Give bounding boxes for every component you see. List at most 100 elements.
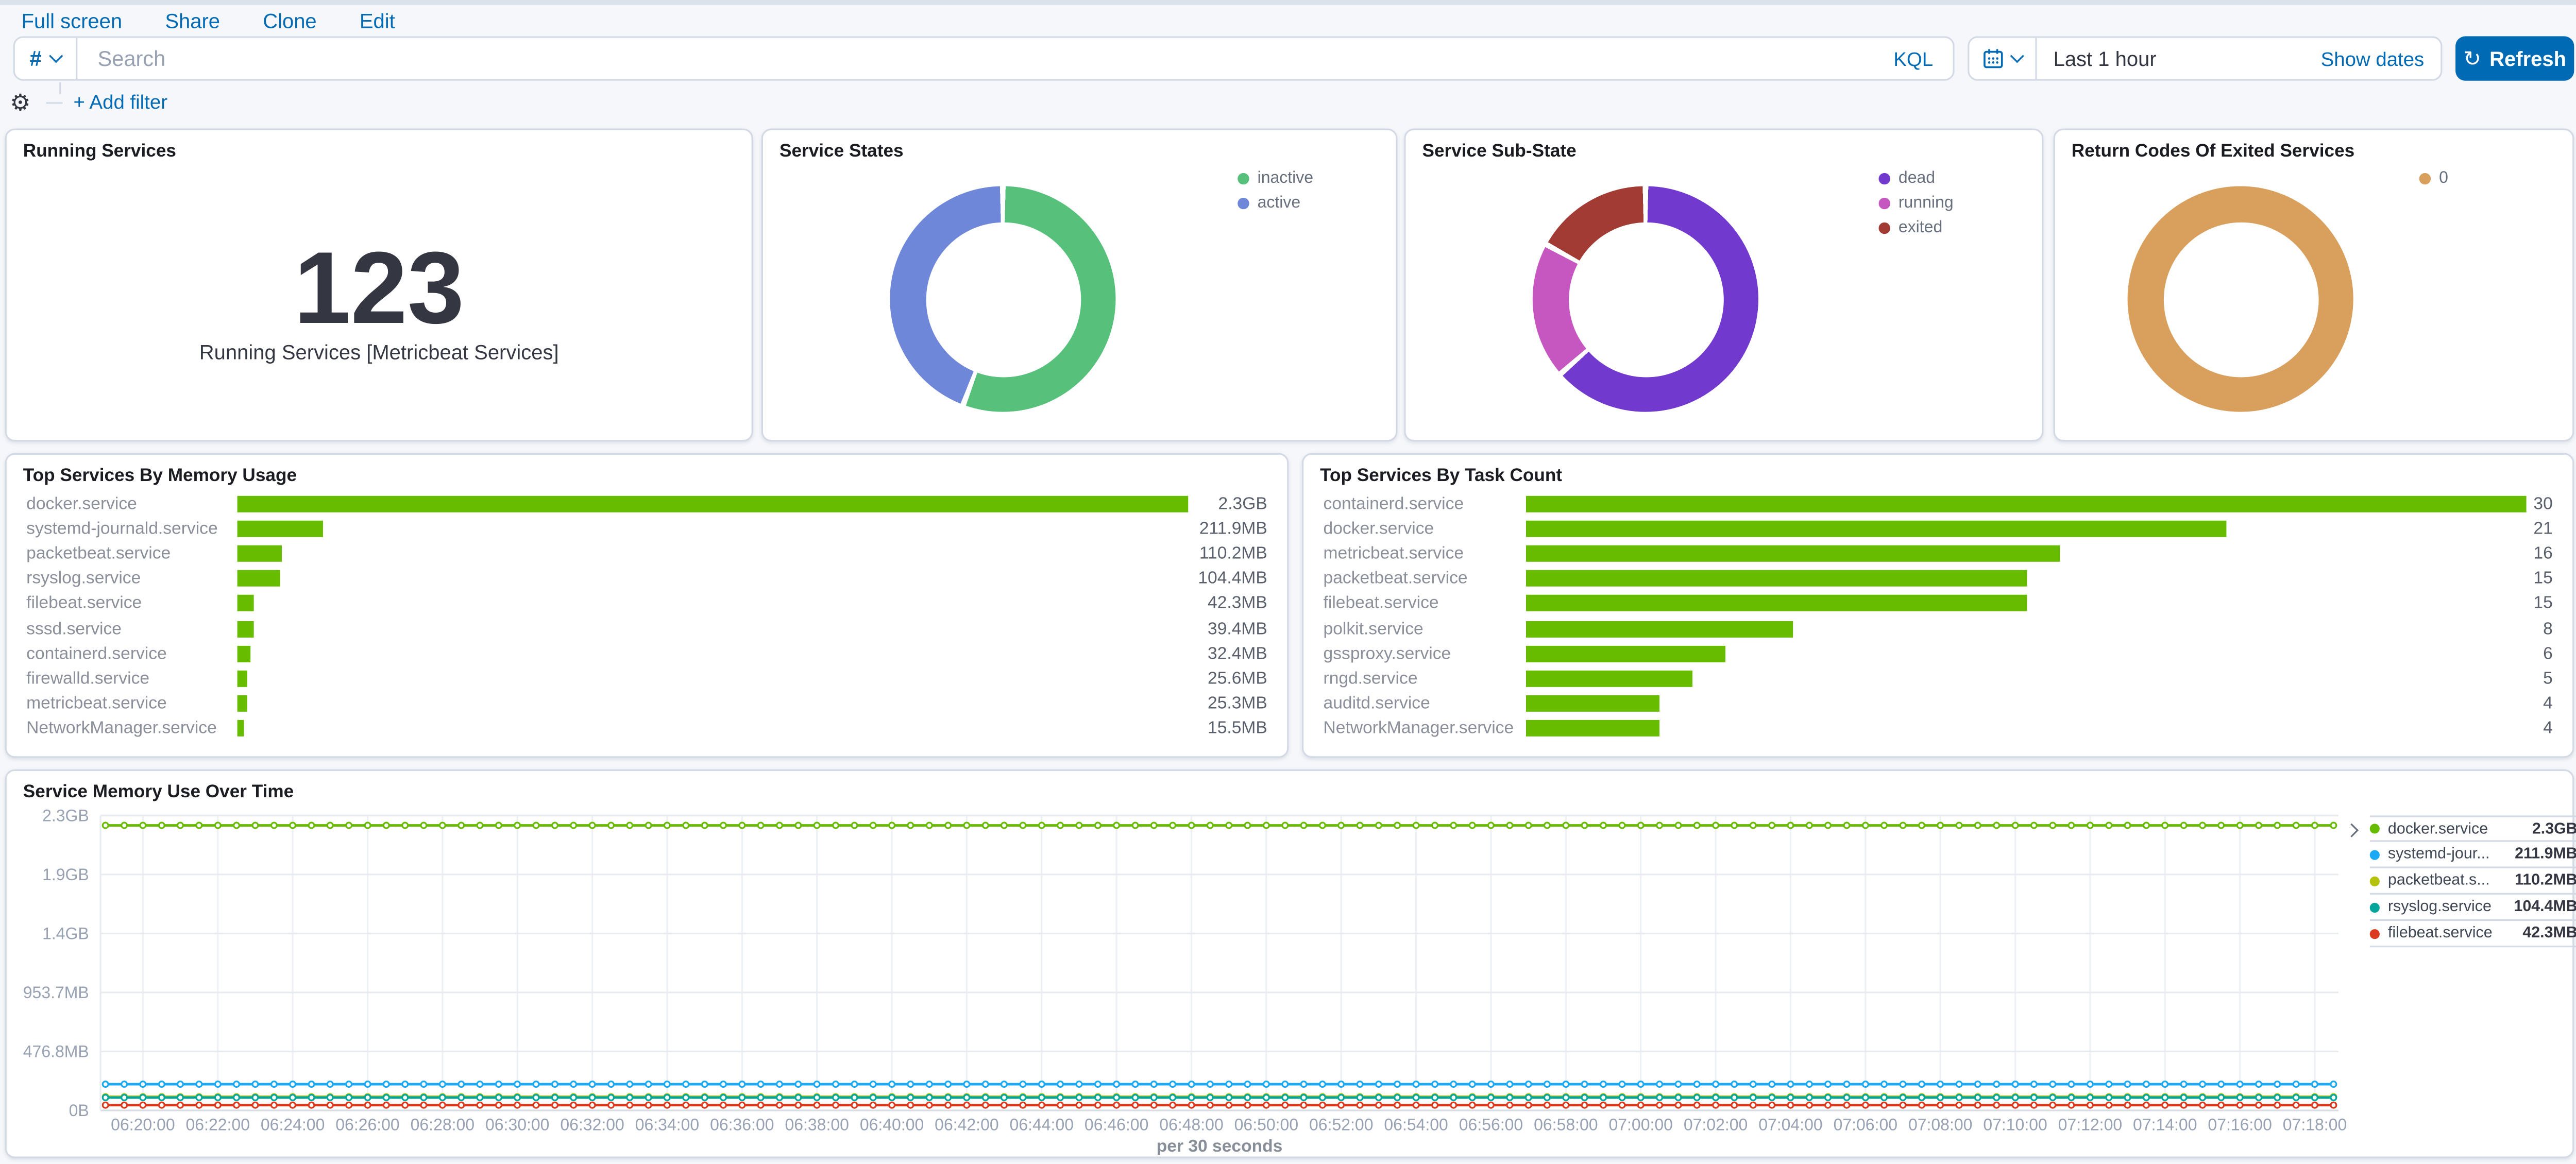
bar-row: gssproxy.service 6 <box>1324 641 2553 666</box>
svg-text:07:16:00: 07:16:00 <box>2208 1115 2272 1134</box>
service-sub-state-donut[interactable] <box>1532 186 1759 412</box>
legend-item-running[interactable]: running <box>1878 194 1954 213</box>
filter-dash <box>45 101 62 103</box>
legend-label: inactive <box>1257 169 1314 188</box>
gear-icon[interactable]: ⚙ <box>10 89 31 115</box>
bar[interactable] <box>237 670 248 687</box>
legend-item-exited[interactable]: exited <box>1878 219 1954 237</box>
bar-track <box>1526 695 2527 712</box>
bar-row: NetworkManager.service 4 <box>1324 716 2553 741</box>
bar-row: docker.service 2.3GB <box>26 491 1267 516</box>
menu-full-screen[interactable]: Full screen <box>21 10 123 33</box>
time-range-value[interactable]: Last 1 hour <box>2053 47 2157 70</box>
legend-item-dead[interactable]: dead <box>1878 169 1954 188</box>
bar-label: filebeat.service <box>26 593 142 614</box>
legend-value: 211.9MB <box>2515 845 2576 864</box>
bar[interactable] <box>237 695 248 712</box>
panel-service-sub-state: Service Sub-State dead running exited <box>1404 128 2044 442</box>
menu-share[interactable]: Share <box>165 10 221 33</box>
menu-edit[interactable]: Edit <box>359 10 395 33</box>
legend-item[interactable]: filebeat.service 42.3MB <box>2369 921 2576 948</box>
bar[interactable] <box>237 570 280 587</box>
bar-label: NetworkManager.service <box>26 718 217 739</box>
bar[interactable] <box>1526 545 2060 562</box>
legend-value: 2.3GB <box>2532 819 2576 838</box>
panel-title: Top Services By Memory Usage <box>23 466 297 486</box>
service-states-legend: inactive active <box>1238 169 1314 213</box>
return-codes-donut[interactable] <box>2127 186 2353 412</box>
legend-item-0[interactable]: 0 <box>2419 169 2448 188</box>
bar[interactable] <box>1526 570 2026 587</box>
bar-row: containerd.service 30 <box>1324 491 2553 516</box>
legend-item[interactable]: docker.service 2.3GB <box>2369 815 2576 842</box>
date-picker: Last 1 hour Show dates <box>1968 36 2443 81</box>
panel-title: Return Codes Of Exited Services <box>2071 142 2355 162</box>
bar[interactable] <box>1526 670 1693 687</box>
legend-item[interactable]: packetbeat.s... 110.2MB <box>2369 868 2576 895</box>
svg-text:06:48:00: 06:48:00 <box>1159 1115 1223 1134</box>
bar[interactable] <box>237 620 253 637</box>
bar[interactable] <box>237 595 255 612</box>
svg-text:06:32:00: 06:32:00 <box>560 1115 624 1134</box>
bar-label: containerd.service <box>1323 493 1464 513</box>
bar[interactable] <box>1526 620 1793 637</box>
bar[interactable] <box>1526 495 2527 512</box>
bar[interactable] <box>1526 695 1659 712</box>
bar[interactable] <box>1526 720 1659 737</box>
svg-text:07:14:00: 07:14:00 <box>2133 1115 2197 1134</box>
panel-return-codes: Return Codes Of Exited Services 0 <box>2053 128 2574 442</box>
legend-swatch <box>1878 222 1890 234</box>
svg-text:06:22:00: 06:22:00 <box>186 1115 250 1134</box>
bar[interactable] <box>1526 520 2227 537</box>
refresh-button[interactable]: ↻ Refresh <box>2455 36 2574 81</box>
bar-label: firewalld.service <box>26 669 150 689</box>
search-input[interactable] <box>78 46 1874 71</box>
menu-clone[interactable]: Clone <box>263 10 317 33</box>
bar[interactable] <box>237 645 251 662</box>
legend-swatch <box>2369 824 2380 834</box>
bar-label: metricbeat.service <box>26 693 167 714</box>
bar-label: metricbeat.service <box>1323 543 1464 563</box>
bar[interactable] <box>237 720 244 737</box>
search-box: # KQL <box>13 36 1955 81</box>
bar-value: 15 <box>2533 593 2553 614</box>
legend-swatch <box>1878 173 1890 185</box>
legend-label: exited <box>1898 219 1943 237</box>
svg-text:06:34:00: 06:34:00 <box>635 1115 699 1134</box>
show-dates-button[interactable]: Show dates <box>2320 47 2425 70</box>
legend-item[interactable]: rsyslog.service 104.4MB <box>2369 895 2576 921</box>
legend-item-active[interactable]: active <box>1238 194 1313 213</box>
bar[interactable] <box>237 495 1189 512</box>
bar-row: NetworkManager.service 15.5MB <box>26 716 1267 741</box>
metric-value: 123 <box>294 232 465 346</box>
filter-bar: ⚙ + Add filter <box>10 88 167 117</box>
legend-item[interactable]: systemd-jour... 211.9MB <box>2369 842 2576 868</box>
filter-type-dropdown[interactable]: # <box>15 38 78 79</box>
panel-running-services: Running Services 123 Running Services [M… <box>5 128 753 442</box>
filter-connector-line <box>59 82 61 94</box>
bar[interactable] <box>237 545 282 562</box>
legend-item-inactive[interactable]: inactive <box>1238 169 1314 188</box>
legend-label: dead <box>1898 169 1936 188</box>
legend-label: rsyslog.service <box>2387 898 2492 916</box>
panel-title: Service States <box>779 142 904 162</box>
svg-text:476.8MB: 476.8MB <box>23 1042 89 1061</box>
bar[interactable] <box>1526 595 2026 612</box>
bar-label: filebeat.service <box>1323 593 1439 614</box>
bar-track <box>1526 645 2527 662</box>
query-language-button[interactable]: KQL <box>1893 47 1934 70</box>
memory-bar-chart: docker.service 2.3GB systemd-journald.serv… <box>26 491 1267 741</box>
bar-label: docker.service <box>26 493 137 513</box>
legend-value: 110.2MB <box>2515 871 2576 890</box>
service-states-donut[interactable] <box>890 186 1116 412</box>
panel-top-memory: Top Services By Memory Usage docker.serv… <box>5 453 1289 758</box>
date-quick-select[interactable] <box>1969 38 2037 79</box>
bar-value: 2.3GB <box>1218 493 1267 513</box>
bar[interactable] <box>1526 645 1726 662</box>
add-filter-button[interactable]: + Add filter <box>73 90 168 114</box>
bar-label: packetbeat.service <box>26 543 171 563</box>
bar-label: auditd.service <box>1323 693 1430 714</box>
hash-filter-icon: # <box>29 46 42 71</box>
bar[interactable] <box>237 520 323 537</box>
